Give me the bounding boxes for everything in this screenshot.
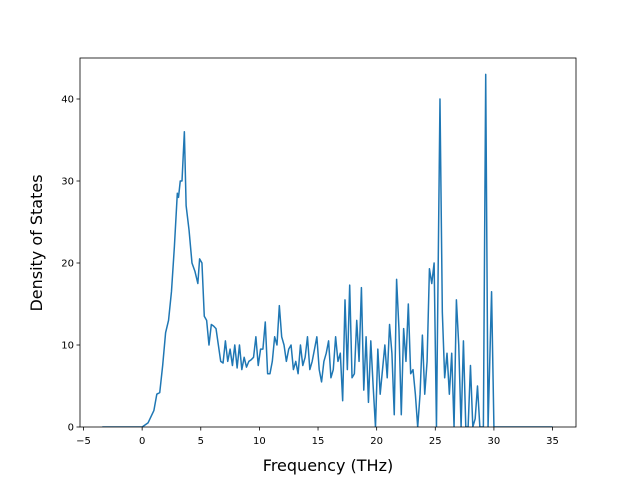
x-tick-label: 15 (312, 436, 325, 447)
x-axis-label: Frequency (THz) (263, 456, 393, 475)
x-tick-label: 10 (253, 436, 266, 447)
y-tick-label: 20 (61, 259, 74, 270)
x-tick-label: 20 (370, 436, 383, 447)
y-tick-label: 40 (61, 95, 74, 106)
x-tick-label: 25 (429, 436, 442, 447)
x-tick-label: 5 (198, 436, 204, 447)
plot-frame (79, 57, 577, 428)
y-axis-label: Density of States (27, 174, 46, 311)
x-tick-label: 0 (139, 436, 145, 447)
x-tick-label: 35 (546, 436, 559, 447)
y-tick-label: 30 (61, 177, 74, 188)
y-tick-label: 0 (68, 423, 74, 434)
x-tick-label: 30 (488, 436, 501, 447)
y-tick-label: 10 (61, 341, 74, 352)
x-tick-label: −5 (76, 436, 91, 447)
line (102, 73, 553, 427)
